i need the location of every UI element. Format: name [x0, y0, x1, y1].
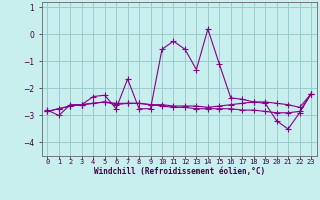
X-axis label: Windchill (Refroidissement éolien,°C): Windchill (Refroidissement éolien,°C): [94, 167, 265, 176]
